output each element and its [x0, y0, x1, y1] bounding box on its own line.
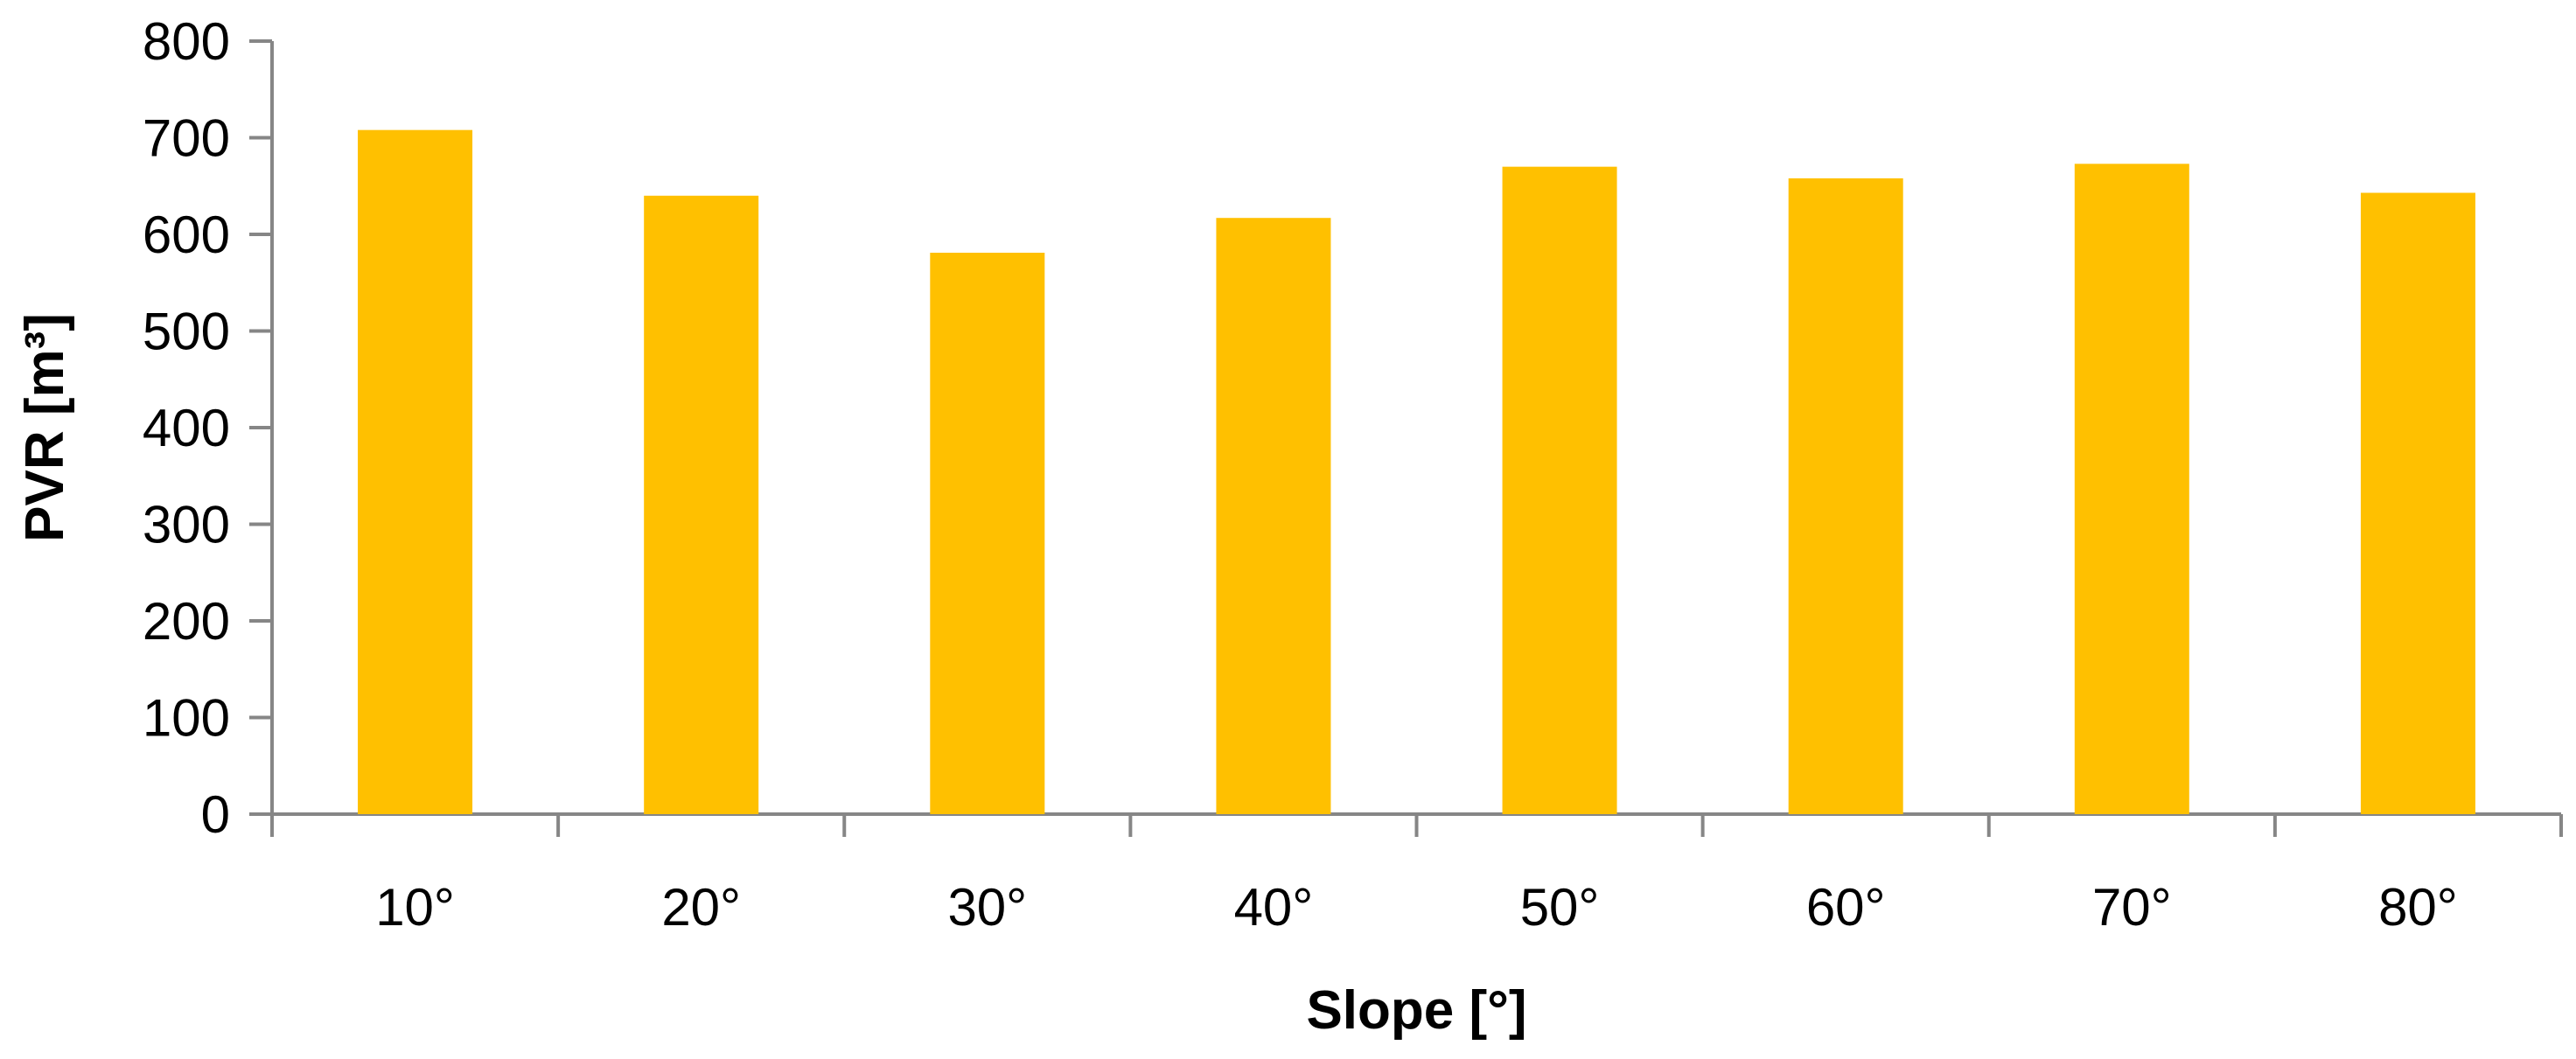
y-tick-label: 700 [143, 109, 230, 168]
bar-1 [358, 129, 473, 814]
x-tick-label: 60° [1806, 878, 1886, 937]
x-tick-label: 70° [2092, 878, 2172, 937]
y-tick-label: 600 [143, 206, 230, 264]
x-tick-label: 80° [2378, 878, 2458, 937]
y-tick-labels: 0 100 200 300 400 500 600 700 800 [143, 12, 230, 844]
bar-6 [1788, 178, 1903, 814]
bar-5 [1502, 166, 1617, 814]
x-tick-label: 10° [375, 878, 455, 937]
y-tick-label: 500 [143, 303, 230, 361]
bar-8 [2360, 192, 2475, 815]
y-tick-label: 0 [201, 785, 230, 844]
y-tick-label: 400 [143, 399, 230, 457]
bar-3 [930, 252, 1045, 814]
y-tick-label: 100 [143, 689, 230, 748]
x-axis-title: Slope [°] [1306, 980, 1526, 1041]
y-tick-label: 200 [143, 592, 230, 651]
bar-2 [644, 195, 759, 815]
y-axis-title: PVR [m³] [15, 313, 75, 542]
y-tick-label: 300 [143, 496, 230, 554]
x-tick-label: 50° [1520, 878, 1600, 937]
y-tick-label: 800 [143, 12, 230, 71]
x-tick-label: 20° [661, 878, 741, 937]
x-tick-label: 40° [1234, 878, 1314, 937]
x-tick-label: 30° [947, 878, 1027, 937]
bar-4 [1216, 218, 1331, 815]
x-tick-labels: 10° 20° 30° 40° 50° 60° 70° 80° [375, 878, 2458, 937]
bars [358, 129, 2475, 815]
x-axis [270, 812, 2563, 837]
y-axis [249, 39, 274, 816]
bar-7 [2074, 164, 2189, 814]
